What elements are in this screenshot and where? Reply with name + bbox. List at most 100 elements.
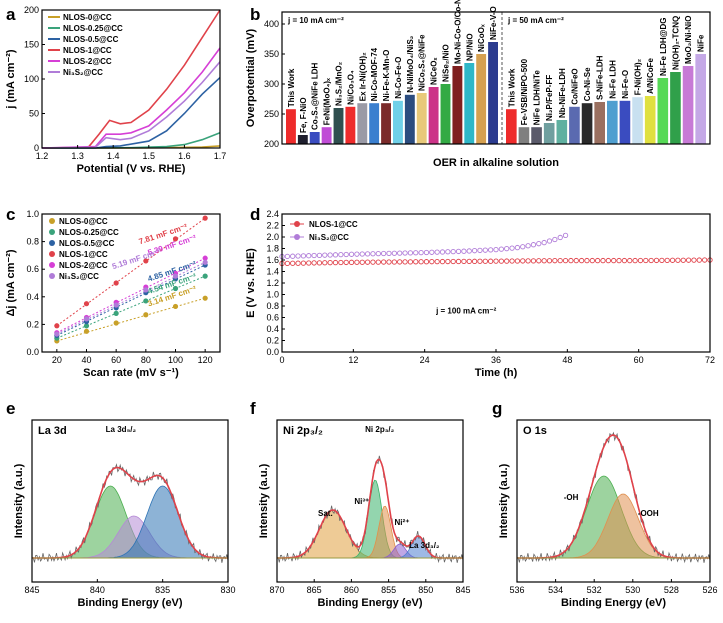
f-xtick-label: 845 — [455, 585, 470, 595]
d-point — [359, 259, 365, 265]
d-xtick-label: 60 — [634, 355, 644, 365]
d-point — [541, 258, 547, 264]
d-point — [284, 253, 290, 260]
d-point — [295, 260, 301, 266]
d-point — [429, 259, 435, 265]
d-point — [482, 247, 488, 253]
c-legend-label: NLOS-0.25@CC — [59, 228, 119, 237]
c-point — [202, 259, 208, 265]
c-legend-label: NLOS-0@CC — [59, 217, 108, 226]
d-point — [391, 259, 397, 265]
e-peak-annotation: La 3d₅/₂ — [106, 425, 137, 434]
d-point — [439, 249, 446, 255]
d-point — [338, 252, 344, 258]
a-series-5 — [41, 61, 221, 149]
d-point — [295, 253, 301, 259]
c-point — [83, 316, 90, 322]
d-point — [423, 259, 430, 265]
d-point — [413, 250, 419, 256]
b-bar-label: Ni-Fe LDH — [608, 60, 617, 99]
g-title: O 1s — [523, 425, 547, 437]
b-bar-1-2 — [309, 132, 320, 144]
d-point — [391, 250, 397, 256]
d-xtick-label: 72 — [705, 355, 715, 365]
d-point — [397, 259, 403, 265]
d-point — [375, 250, 381, 257]
d-point — [306, 253, 312, 259]
c-point — [54, 331, 60, 337]
b-bar-label: Ni-Co-Fe-O — [394, 57, 403, 99]
c-point — [143, 298, 149, 304]
b-bar-1-9 — [393, 100, 403, 144]
c-xtick-label: 120 — [198, 355, 213, 365]
d-point — [643, 257, 649, 264]
d-point — [322, 252, 328, 258]
c-xtick-label: 60 — [111, 355, 121, 365]
e-xtick-label: 845 — [24, 585, 39, 595]
b-bar-1-7 — [369, 103, 380, 144]
b-bar-label: Ni-Co-MOF-74 — [370, 47, 379, 101]
b-bar-1-3 — [321, 127, 332, 144]
c-legend-label: Ni₃S₂@CC — [59, 272, 99, 281]
d-point — [477, 258, 483, 264]
b-bar-label: A/NiCoFe — [646, 57, 655, 94]
c-legend-label: NLOS-2@CC — [59, 261, 108, 270]
c-fit-line — [56, 297, 206, 342]
d-point — [573, 257, 579, 264]
d-point — [290, 253, 296, 259]
d-point — [498, 246, 504, 252]
d-point — [514, 258, 521, 264]
c-point — [113, 280, 119, 286]
b-bar-1-17 — [488, 42, 498, 144]
f-envelope — [277, 458, 463, 559]
c-legend-swatch — [49, 240, 55, 246]
d-point — [557, 234, 563, 241]
d-point — [311, 260, 317, 266]
f-annot: Ni³⁺ — [354, 497, 369, 506]
e-xtick-label: 835 — [155, 585, 170, 595]
d-point — [316, 252, 323, 258]
c-ytick-label: 1.0 — [26, 209, 39, 219]
a-ytick-label: 100 — [24, 74, 39, 84]
c-ytick-label: 0.2 — [26, 319, 39, 329]
d-point — [332, 252, 339, 258]
b-bar-2-9 — [619, 100, 631, 144]
b-bar-label: Ni₃S₂/MnO₂ — [335, 61, 344, 106]
a-legend-label: NLOS-1@CC — [63, 46, 112, 55]
b-bar-2-5 — [569, 106, 580, 144]
d-point — [536, 258, 542, 264]
d-point — [632, 257, 638, 264]
d-ytick-label: 0.0 — [266, 347, 279, 357]
b-ytick-label: 200 — [264, 139, 279, 149]
d-point — [290, 260, 296, 266]
c-fit-line — [56, 261, 206, 335]
b-bar-2-13 — [670, 72, 681, 144]
b-ylabel: Overpotential (mV) — [245, 28, 257, 127]
d-legend-label: NLOS-1@CC — [309, 220, 358, 229]
e-xtick-label: 830 — [220, 585, 235, 595]
e-plot-frame — [31, 419, 229, 583]
e-raw-data — [31, 463, 229, 563]
c-point — [83, 301, 90, 307]
c-point — [143, 258, 149, 264]
panel-label-g: g — [492, 399, 502, 418]
b-bar-label: Fe, F-NiO — [299, 97, 308, 133]
c-xtick-label: 20 — [52, 355, 62, 365]
d-point — [669, 257, 676, 263]
b-bar-1-6 — [357, 103, 368, 144]
d-point — [536, 241, 542, 247]
d-ytick-label: 1.2 — [266, 278, 279, 288]
d-point — [498, 258, 504, 264]
b-bar-label: NiCeOₓ — [430, 58, 439, 85]
b-bar-label: Mo-Ni-Co-O/Co-N — [453, 0, 462, 64]
b-bar-label: Ex Ir-Ni(OH)₂ — [358, 52, 367, 101]
d-point — [605, 257, 611, 264]
b-ytick-label: 300 — [264, 79, 279, 89]
c-legend-swatch — [49, 251, 55, 257]
b-bar-label: Nb-NiFe-LDH — [558, 68, 567, 118]
d-legend-label: Ni₃S₂@CC — [309, 233, 349, 242]
a-legend-label: NLOS-0.25@CC — [63, 24, 123, 33]
d-point — [386, 250, 392, 257]
d-point — [397, 250, 403, 256]
